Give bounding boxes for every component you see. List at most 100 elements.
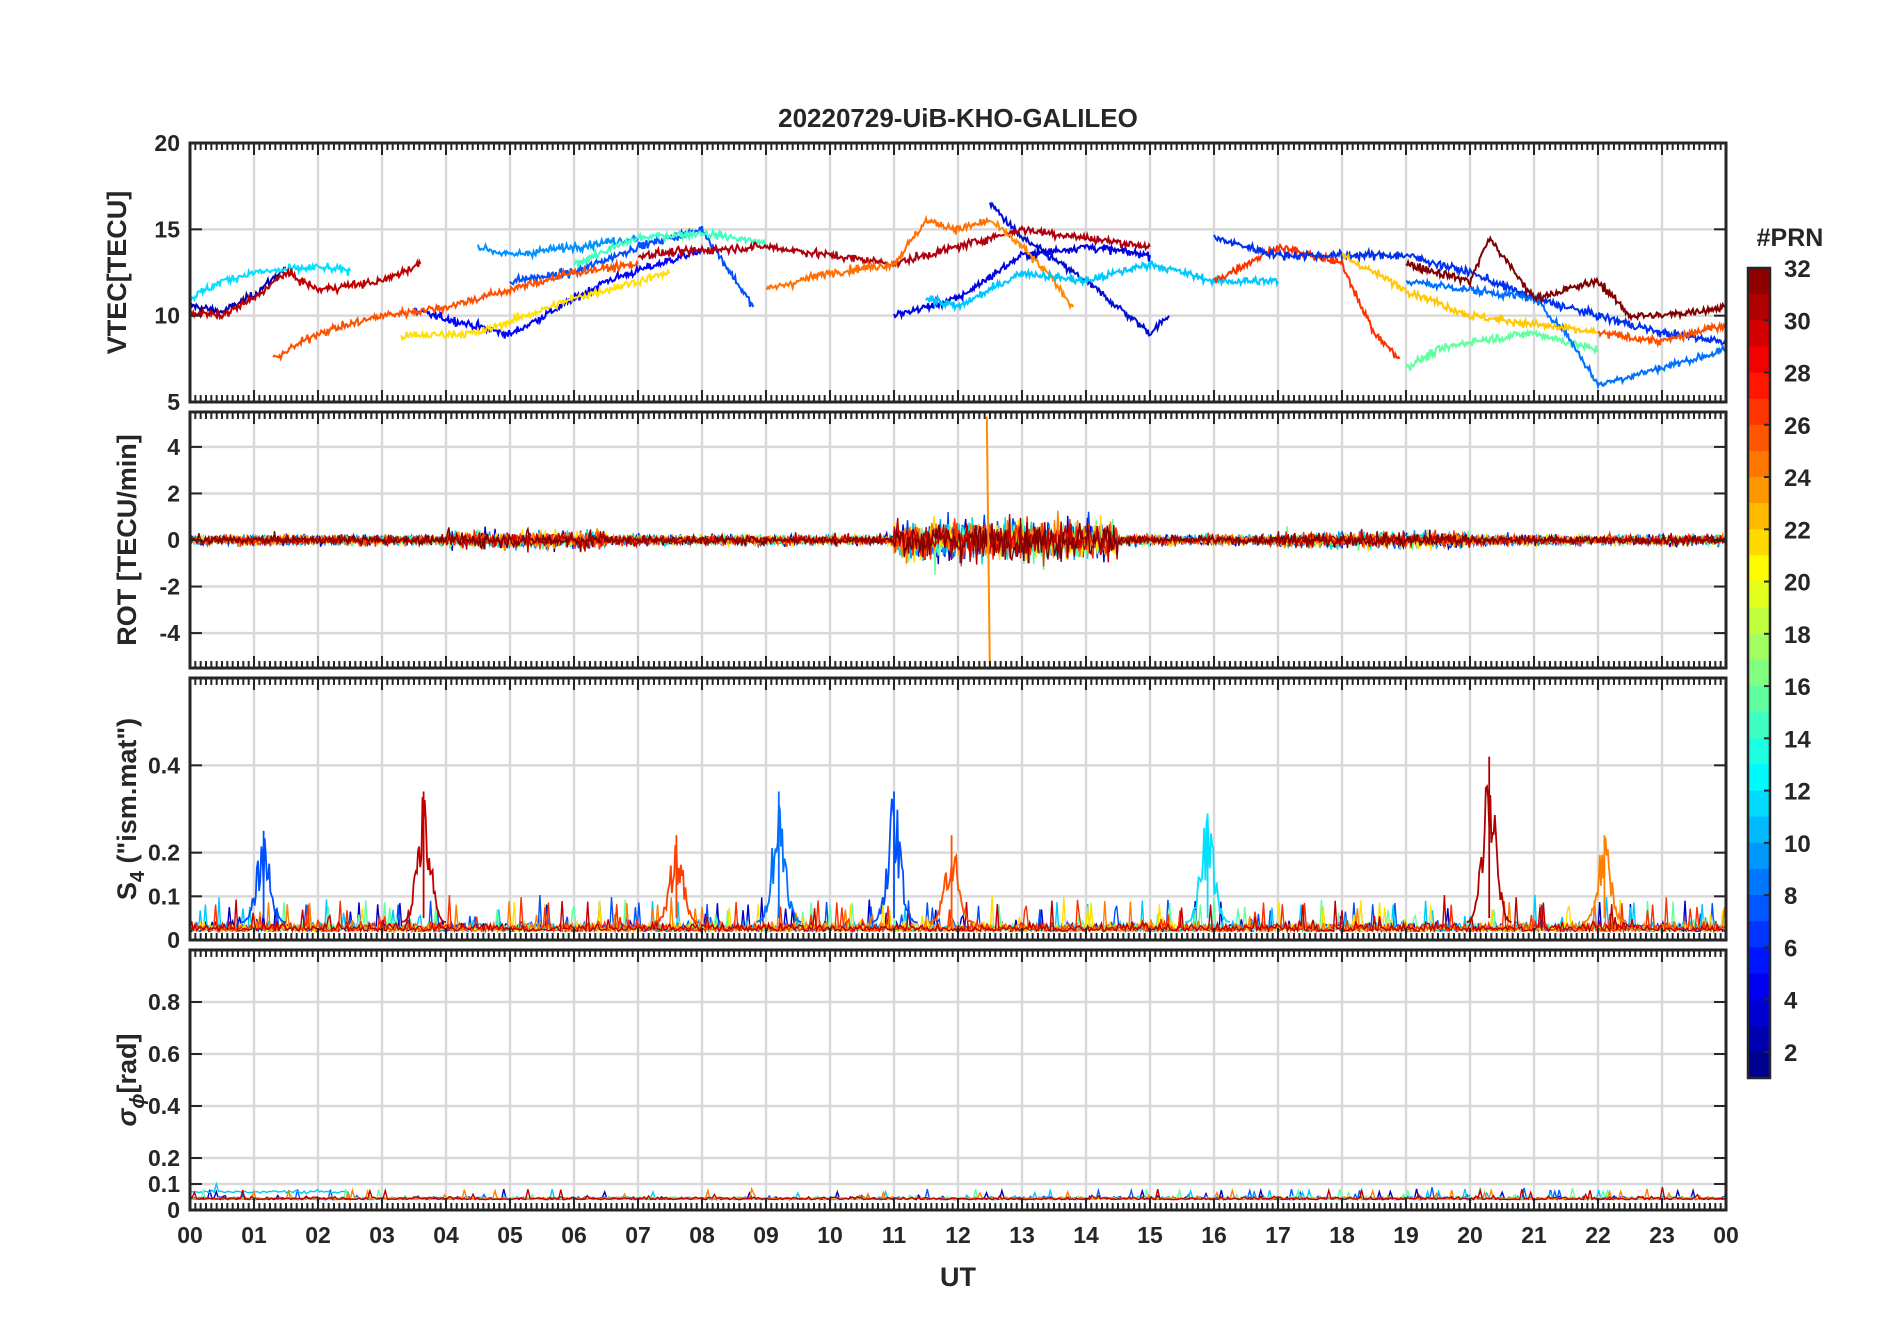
chart-title: 20220729-UiB-KHO-GALILEO: [778, 103, 1138, 133]
series-prn-24: [765, 214, 991, 292]
series-prn-4: [893, 242, 1151, 321]
x-axis-label: UT: [940, 1262, 976, 1292]
y-tick-label: -4: [160, 620, 181, 646]
x-tick-label: 08: [689, 1222, 715, 1248]
panel-2: -4 -2 0 2 4 ROT [TECU/min]: [112, 410, 1728, 670]
colorbar-tick-label: 14: [1784, 726, 1811, 753]
x-tick-label: 04: [433, 1222, 459, 1248]
series-prn-15: [1405, 327, 1599, 371]
x-tick-label: 12: [945, 1222, 971, 1248]
colorbar-tick-label: 16: [1784, 674, 1811, 701]
colorbar-segment: [1748, 1051, 1770, 1079]
colorbar-segment: [1748, 503, 1770, 530]
s4-peak-9: [1582, 835, 1627, 924]
colorbar-segment: [1748, 581, 1770, 609]
colorbar-segment: [1748, 973, 1770, 1001]
x-tick-label: 20: [1457, 1222, 1483, 1248]
colorbar-tick-label: 30: [1784, 308, 1811, 335]
series-prn-23: [989, 219, 1075, 311]
y-tick-label: -2: [160, 574, 180, 600]
colorbar-segment: [1748, 712, 1770, 739]
panel-2-data: [190, 416, 1726, 666]
x-tick-label: 16: [1201, 1222, 1227, 1248]
colorbar-segment: [1748, 555, 1770, 583]
colorbar-segment: [1748, 294, 1770, 321]
colorbar-segment: [1748, 1025, 1770, 1053]
y-tick-label: 0.4: [148, 752, 180, 778]
x-tick-label: 13: [1009, 1222, 1035, 1248]
colorbar-tick-label: 12: [1784, 779, 1811, 806]
y-tick-label: 0.6: [148, 1041, 180, 1067]
y-axis-label: σϕ[rad]: [112, 1033, 149, 1126]
series-prn-20: [400, 267, 671, 342]
x-tick-label: 10: [817, 1222, 843, 1248]
panel-3: 0 0.1 0.2 0.4S4 ("ism.mat"): [112, 676, 1728, 953]
s4-peak-1: [240, 830, 286, 924]
colorbar-tick-label: 28: [1784, 361, 1811, 388]
s4-peak-8: [1466, 756, 1512, 923]
x-tick-label: 09: [753, 1222, 779, 1248]
colorbar-segment: [1748, 477, 1770, 504]
colorbar-segment: [1748, 686, 1770, 713]
y-tick-label: 15: [154, 216, 180, 242]
rot-peak-spike: [985, 416, 991, 666]
colorbar-segment: [1748, 346, 1770, 374]
series-prn-6: [1213, 234, 1726, 346]
x-tick-label: 19: [1393, 1222, 1419, 1248]
x-tick-label: 14: [1073, 1222, 1099, 1248]
colorbar-title: #PRN: [1757, 224, 1824, 252]
y-tick-label: 0.1: [148, 1171, 180, 1197]
colorbar-segment: [1748, 921, 1770, 948]
colorbar-segment: [1748, 947, 1770, 975]
panel-1: 5 10 15 20 VTEC[TECU]: [102, 130, 1728, 415]
y-axis-label: ROT [TECU/min]: [112, 434, 142, 645]
colorbar-segment: [1748, 842, 1770, 870]
colorbar-tick-label: 22: [1784, 517, 1811, 544]
s4-peak-7: [1185, 813, 1231, 924]
colorbar-segment: [1748, 424, 1770, 452]
series-prn-9: [1405, 277, 1726, 390]
colorbar-frame: [1746, 266, 1772, 1080]
series-prn-7: [509, 226, 755, 308]
x-tick-label: 00: [177, 1222, 203, 1248]
y-tick-label: 0.2: [148, 840, 180, 866]
colorbar-segment: [1748, 764, 1770, 792]
y-tick-label: 0.4: [148, 1093, 180, 1119]
x-tick-label: 05: [497, 1222, 523, 1248]
colorbar-segment: [1748, 868, 1770, 896]
colorbar-tick-label: 10: [1784, 831, 1811, 858]
colorbar-segment: [1748, 607, 1770, 635]
colorbar-segment: [1748, 633, 1770, 661]
colorbar-tick-label: 20: [1784, 570, 1811, 597]
y-tick-label: 4: [167, 434, 180, 460]
x-tick-label: 01: [241, 1222, 267, 1248]
s4-peak-2: [400, 791, 447, 923]
colorbar-tick-label: 6: [1784, 935, 1797, 962]
y-tick-label: 0.8: [148, 989, 180, 1015]
s4-peak-6: [929, 835, 975, 924]
colorbar-segment: [1748, 816, 1770, 844]
colorbar-segment: [1748, 320, 1770, 347]
series-prn-13: [573, 227, 767, 268]
panel-1-data: [190, 201, 1726, 390]
colorbar-tick-label: 8: [1784, 883, 1797, 910]
x-tick-label: 15: [1137, 1222, 1163, 1248]
x-tick-label: 11: [882, 1222, 907, 1248]
y-tick-label: 0.2: [148, 1145, 180, 1171]
colorbar-segment: [1748, 790, 1770, 818]
colorbar-segment: [1748, 659, 1770, 687]
panel-4: 00.10.2 0.4 0.6 0.8 σϕ[rad]: [112, 948, 1728, 1223]
colorbar-tick-label: 26: [1784, 413, 1811, 440]
series-prn-32: [1405, 235, 1726, 322]
colorbar-segment: [1748, 268, 1770, 295]
x-tick-label: 07: [625, 1222, 651, 1248]
y-tick-label: 5: [167, 389, 180, 415]
y-tick-label: 0: [167, 527, 180, 553]
x-tick-label: 03: [369, 1222, 395, 1248]
colorbar-tick-label: 24: [1784, 465, 1811, 492]
series-prn-31: [190, 257, 422, 321]
x-tick-label: 22: [1585, 1222, 1611, 1248]
